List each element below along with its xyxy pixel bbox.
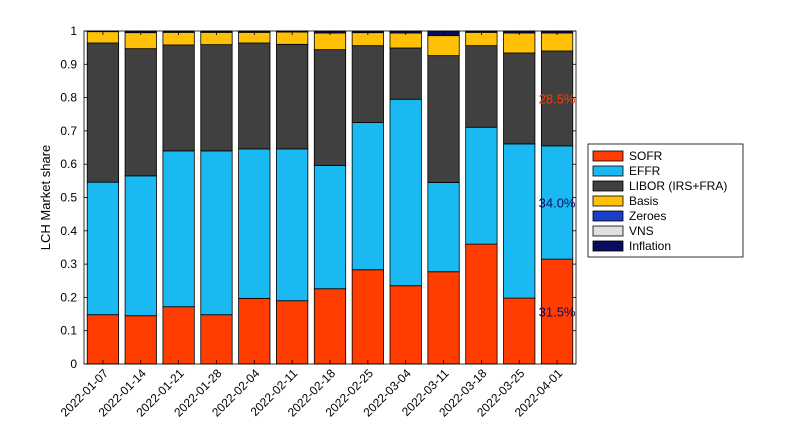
bar-sofr-2022-03-11 [427,271,460,365]
y-tick-label: 0.5 [60,191,77,205]
bar-basis-2022-03-04 [389,32,422,49]
bar-sofr-2022-02-11 [276,300,309,365]
bar-effr-2022-02-18 [313,165,347,290]
y-tick-label: 1 [70,24,77,38]
bar-effr-2022-02-25 [351,122,384,271]
legend-swatch [592,225,624,237]
y-axis: 0 0.1 0.2 0.3 0.4 0.5 0.6 0.7 0.8 0.9 1 [60,24,576,371]
bar-libor-irs-fra-2022-02-11 [276,43,309,150]
bar-basis-2022-02-18 [313,32,347,51]
bar-libor-irs-fra-2022-02-25 [351,45,384,123]
bar-libor-irs-fra-2022-02-04 [238,42,271,150]
legend-label: Basis [629,194,658,208]
annotations-group: 28.5% 34.0% 31.5% [539,92,576,320]
bar-effr-2022-02-04 [238,148,271,299]
bar-sofr-2022-01-28 [200,314,233,365]
bar-sofr-2022-02-04 [238,297,271,365]
y-tick-label: 0.6 [60,157,77,171]
bar-annotation: 28.5% [539,92,576,107]
bar-effr-2022-01-28 [200,150,233,316]
bar-sofr-2022-01-07 [86,314,120,365]
legend-swatch [592,195,624,207]
bar-effr-2022-02-11 [276,148,309,302]
y-tick-label: 0.7 [60,124,77,138]
bars-group [86,30,574,365]
bar-libor-irs-fra-2022-04-01 [540,50,574,147]
bar-effr-2022-04-01 [540,145,574,260]
y-axis-label: LCH Market share [38,145,53,250]
bar-libor-irs-fra-2022-01-07 [86,42,120,183]
legend-swatch [592,180,624,192]
bar-libor-irs-fra-2022-02-18 [313,49,347,166]
bar-effr-2022-03-25 [503,143,536,299]
y-tick-label: 0.2 [60,290,77,304]
y-tick-label: 0.9 [60,57,77,71]
legend-swatch [592,150,624,162]
bar-sofr-2022-02-25 [351,269,384,365]
bar-annotation: 34.0% [539,195,576,210]
bar-sofr-2022-03-04 [389,285,422,365]
bar-effr-2022-03-18 [465,126,498,245]
bar-libor-irs-fra-2022-03-18 [465,45,498,128]
bar-sofr-2022-03-18 [465,243,498,365]
y-tick-label: 0.3 [60,257,77,271]
legend-swatch [592,210,624,222]
legend-label: LIBOR (IRS+FRA) [629,179,727,193]
bar-effr-2022-03-04 [389,98,422,287]
bar-effr-2022-03-11 [427,182,460,273]
bar-effr-2022-01-07 [86,181,120,316]
bar-annotation: 31.5% [539,304,576,319]
bar-basis-2022-04-01 [540,32,574,52]
bar-sofr-2022-01-14 [124,315,157,365]
bar-basis-2022-03-25 [503,32,536,54]
bar-libor-irs-fra-2022-01-28 [200,44,233,152]
legend-label: Inflation [629,239,671,253]
y-tick-label: 0.8 [60,91,77,105]
legend-label: EFFR [629,164,661,178]
bar-libor-irs-fra-2022-01-21 [162,44,195,152]
bar-basis-2022-03-11 [427,35,460,57]
bar-effr-2022-01-14 [124,175,157,317]
legend-swatch [592,240,624,252]
bar-sofr-2022-01-21 [162,306,195,365]
bar-effr-2022-01-21 [162,150,195,308]
legend-label: SOFR [629,149,663,163]
bar-libor-irs-fra-2022-03-11 [427,55,460,183]
bar-sofr-2022-03-25 [503,297,536,365]
y-tick-label: 0 [70,357,77,371]
bar-basis-2022-01-14 [124,32,157,50]
legend-label: VNS [629,224,654,238]
bar-sofr-2022-02-18 [313,288,347,365]
bar-libor-irs-fra-2022-01-14 [124,48,157,177]
bar-sofr-2022-04-01 [540,258,574,365]
legend-label: Zeroes [629,209,666,223]
bar-libor-irs-fra-2022-03-04 [389,47,422,100]
y-tick-label: 0.1 [60,324,77,338]
legend-swatch [592,165,624,177]
y-tick-label: 0.4 [60,224,77,238]
bar-libor-irs-fra-2022-03-25 [503,52,536,145]
